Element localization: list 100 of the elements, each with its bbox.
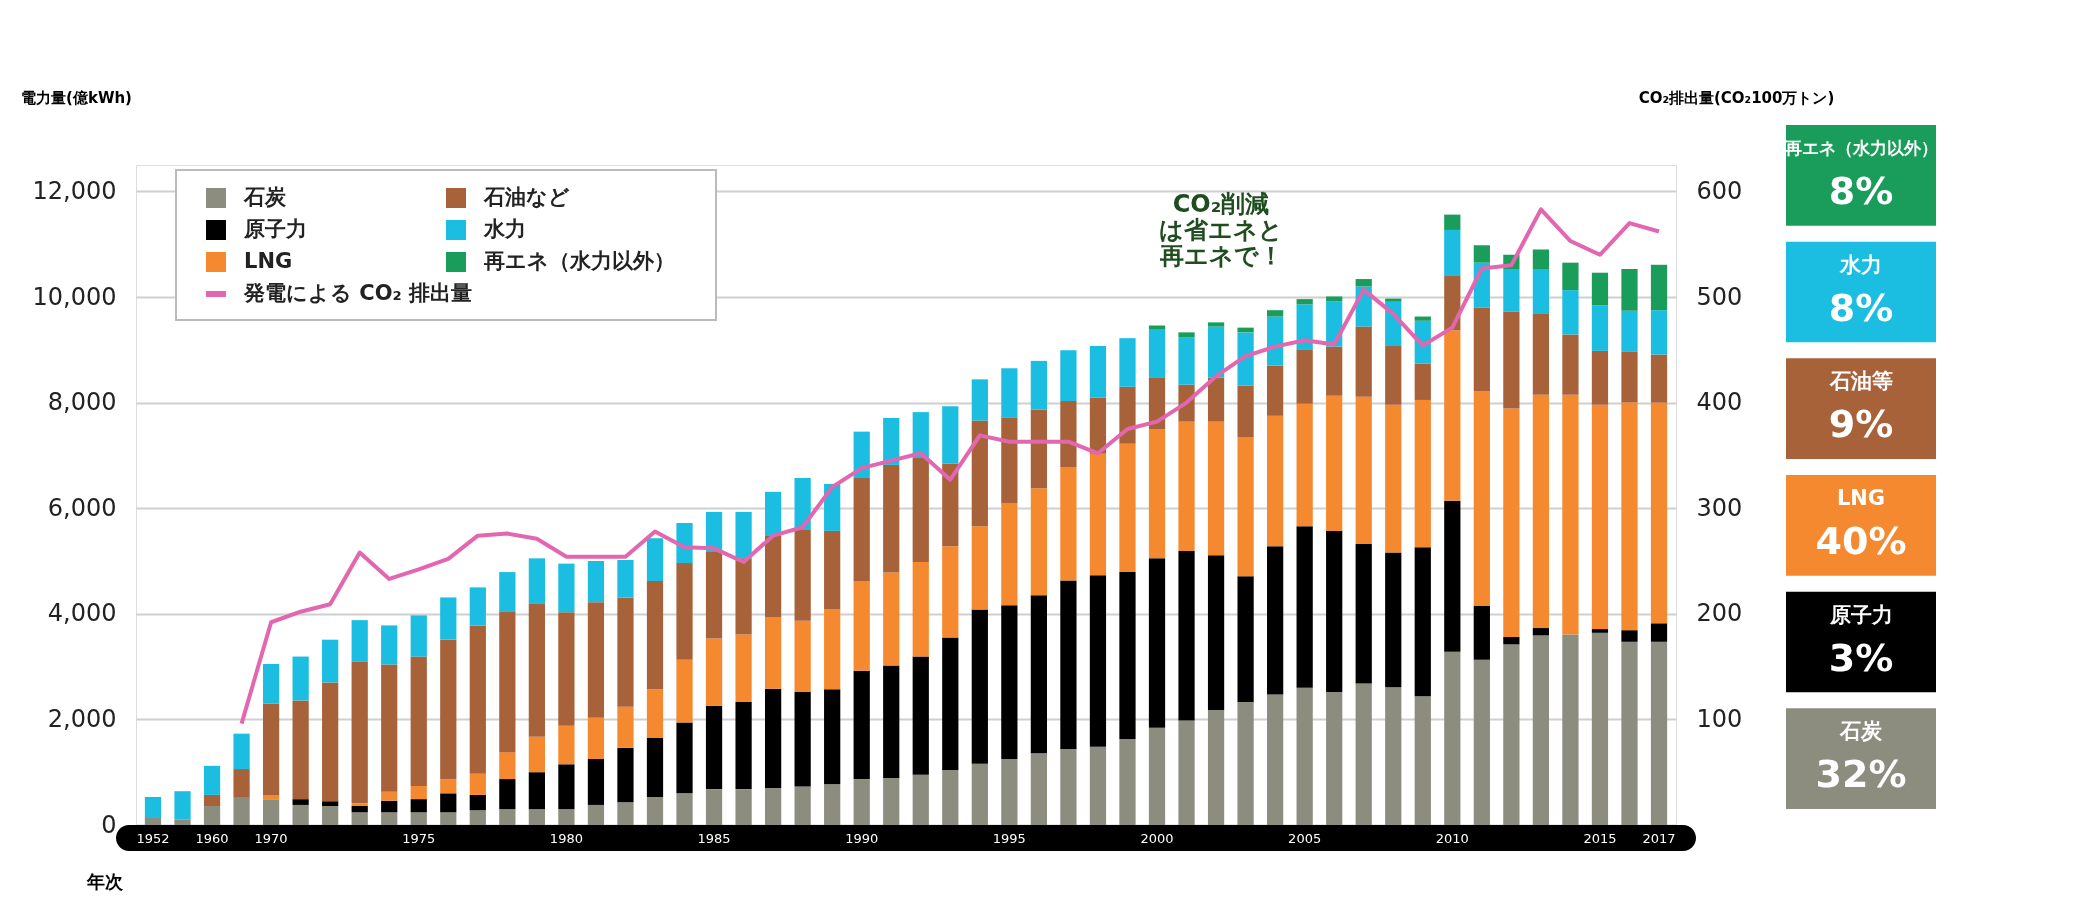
bar	[1178, 720, 1195, 825]
bar	[233, 733, 250, 770]
bar	[558, 809, 575, 825]
bar	[440, 597, 457, 640]
bar	[1562, 394, 1579, 635]
bar	[1089, 453, 1107, 576]
bar	[735, 511, 752, 559]
bar	[1119, 443, 1136, 573]
bar	[1414, 547, 1431, 697]
bar	[469, 810, 486, 825]
bar	[1207, 322, 1225, 327]
bar	[1237, 332, 1254, 386]
bar	[764, 617, 782, 689]
bar	[292, 700, 309, 800]
bar	[587, 717, 605, 759]
bar	[646, 797, 664, 825]
bar	[1326, 691, 1343, 825]
bar	[499, 809, 516, 825]
bar	[233, 797, 250, 825]
bar	[912, 562, 929, 657]
bar	[735, 789, 752, 825]
bar	[1148, 558, 1166, 728]
bar	[676, 793, 693, 825]
bar	[794, 620, 811, 692]
text: 8%	[1828, 169, 1894, 213]
bar	[262, 794, 280, 800]
bar	[381, 791, 398, 801]
bar	[1267, 316, 1284, 366]
bar	[469, 625, 486, 774]
bar	[1503, 269, 1520, 312]
x-tick-label: 1975	[402, 830, 436, 846]
x-tick-label: 1985	[697, 830, 731, 846]
bar	[351, 805, 368, 813]
y2-tick-label: 200	[1696, 599, 1743, 628]
bar	[883, 778, 900, 825]
bar	[1001, 417, 1018, 503]
bar	[558, 563, 575, 613]
bar	[1119, 738, 1136, 825]
bar	[1119, 338, 1136, 387]
bar	[942, 406, 959, 464]
bar	[912, 458, 929, 563]
bar	[203, 805, 221, 825]
bar	[824, 784, 841, 825]
bar	[824, 689, 841, 785]
bar	[1237, 701, 1254, 825]
bar	[1414, 363, 1431, 400]
bar	[764, 788, 782, 825]
bar	[1001, 605, 1018, 759]
bar	[705, 638, 723, 706]
bar	[1267, 694, 1284, 825]
bar	[1267, 365, 1284, 416]
bar	[676, 563, 693, 660]
bar	[1030, 360, 1048, 410]
bar	[1355, 683, 1372, 825]
bar	[351, 620, 368, 662]
bar	[558, 764, 575, 810]
legend-label: 水力	[483, 217, 526, 241]
bar	[528, 603, 545, 737]
bar	[617, 747, 634, 803]
bar	[410, 799, 427, 813]
text: 石炭	[1839, 719, 1883, 744]
bar	[262, 663, 280, 704]
legend-label: 発電による CO₂ 排出量	[243, 281, 473, 305]
bar	[912, 774, 929, 825]
annotation: CO₂削減は省エネと再エネで！	[1158, 190, 1283, 270]
x-tick-label: 1952	[136, 830, 170, 846]
x-tick-label: 1980	[549, 830, 583, 846]
bar	[469, 587, 486, 626]
y-tick-label: 12,000	[32, 176, 117, 205]
bar	[1562, 290, 1579, 335]
bar	[676, 722, 693, 794]
bar	[1532, 628, 1550, 636]
bar	[1296, 526, 1313, 688]
bar	[292, 804, 309, 825]
bar	[1532, 313, 1550, 395]
bar	[440, 793, 457, 813]
bar	[676, 659, 693, 723]
bar	[292, 799, 309, 805]
bar	[1207, 555, 1225, 710]
bar	[1621, 351, 1638, 403]
y2-tick-label: 300	[1696, 493, 1743, 522]
bar	[1178, 337, 1195, 385]
bar	[617, 706, 634, 748]
legend-label: LNG	[244, 249, 293, 273]
bar	[1030, 753, 1048, 825]
x-tick-label: 2005	[1288, 830, 1322, 846]
y2-tick-label: 500	[1696, 282, 1743, 311]
bar	[1060, 350, 1077, 402]
bar	[1178, 332, 1195, 338]
bar	[1060, 748, 1077, 825]
bar	[1503, 637, 1520, 645]
bar	[351, 803, 368, 806]
text: 再エネ（水力以外）	[1783, 138, 1938, 158]
x-tick-label: 2015	[1583, 830, 1617, 846]
bar	[1385, 687, 1402, 825]
y2-axis-title: CO₂排出量(CO₂100万トン)	[1638, 88, 1835, 107]
bar	[1591, 305, 1609, 351]
bar	[469, 794, 486, 811]
bar	[1591, 629, 1609, 633]
x-tick-label: 1995	[992, 830, 1026, 846]
